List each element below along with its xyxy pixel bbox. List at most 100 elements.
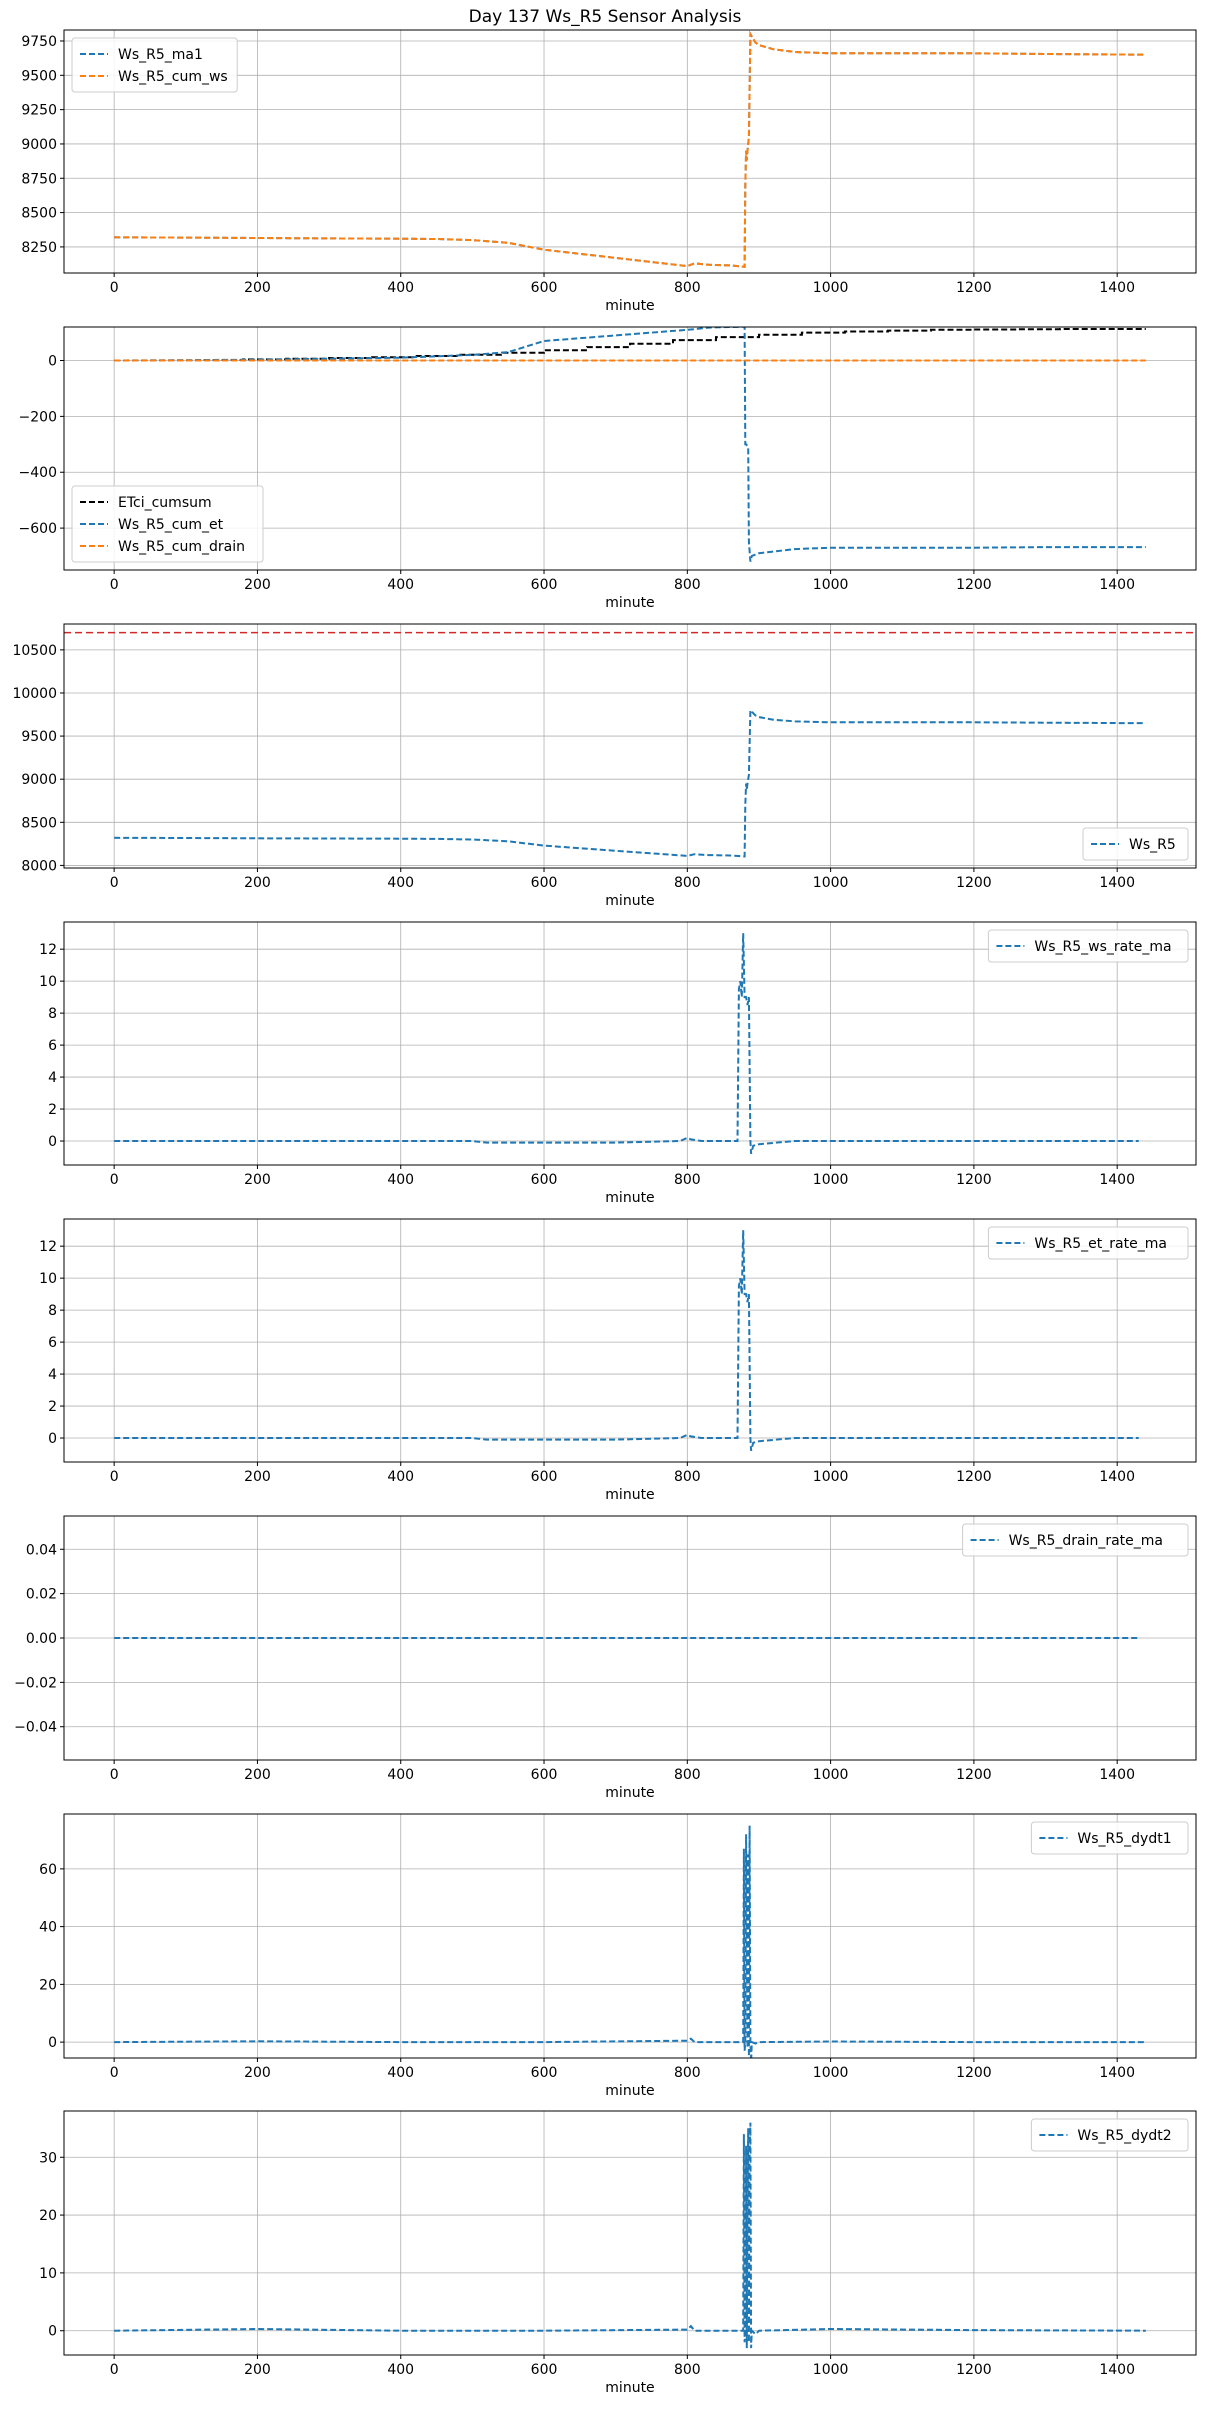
x-axis-label: minute	[605, 1785, 654, 1801]
y-tick-label: 9000	[21, 772, 57, 788]
legend-label: Ws_R5_ma1	[118, 47, 203, 63]
legend-label: Ws_R5_dydt2	[1077, 2128, 1171, 2144]
x-tick-label: 200	[244, 875, 271, 891]
series-line-Ws_R5_et_rate_ma	[114, 1230, 1139, 1452]
x-tick-label: 1200	[956, 577, 992, 593]
x-tick-label: 1000	[813, 2065, 849, 2081]
legend-box	[962, 1523, 1189, 1557]
subplot-2: 0 200 400 600 800 1000 1200 1400 −600 −400 −200 0 mi…	[19, 326, 1197, 611]
x-tick-label: 1400	[1099, 1172, 1135, 1188]
y-tick-label: 0.04	[26, 1542, 57, 1558]
x-tick-label: 1200	[956, 2362, 992, 2378]
y-tick-label: 10	[39, 974, 57, 990]
legend-box	[71, 37, 238, 93]
y-tick-label: 4	[48, 1367, 57, 1383]
x-tick-label: 1000	[813, 1172, 849, 1188]
y-tick-label: 6	[48, 1038, 57, 1054]
x-axis-label: minute	[605, 2380, 654, 2396]
axes-frame	[63, 29, 1197, 274]
x-tick-label: 800	[674, 280, 701, 296]
y-tick-label: 8250	[21, 240, 57, 256]
x-axis-label: minute	[605, 298, 654, 314]
subplot-5: 0 200 400 600 800 1000 1200 1400 0 2 4 6 8 10 12 minute…	[39, 1218, 1197, 1503]
y-tick-label: 0	[48, 2324, 57, 2340]
x-tick-label: 400	[387, 2362, 414, 2378]
legend-label: Ws_R5_et_rate_ma	[1034, 1236, 1167, 1252]
y-tick-label: 12	[39, 1239, 57, 1255]
x-tick-label: 200	[244, 1172, 271, 1188]
y-tick-label: 10000	[12, 686, 57, 702]
x-tick-label: 600	[531, 280, 558, 296]
x-tick-label: 1200	[956, 875, 992, 891]
y-tick-label: 8500	[21, 815, 57, 831]
x-axis-label: minute	[605, 2083, 654, 2099]
x-tick-label: 1000	[813, 280, 849, 296]
legend: Ws_R5_ma1 Ws_R5_cum_ws	[71, 37, 238, 93]
x-tick-label: 600	[531, 2362, 558, 2378]
x-tick-label: 600	[531, 1767, 558, 1783]
y-tick-label: 2	[48, 1102, 57, 1118]
y-tick-label: 10500	[12, 643, 57, 659]
legend-label: Ws_R5_cum_ws	[118, 69, 228, 85]
y-tick-label: 4	[48, 1070, 57, 1086]
y-tick-label: 2	[48, 1399, 57, 1415]
y-tick-label: 0.02	[26, 1587, 57, 1603]
x-tick-label: 600	[531, 875, 558, 891]
y-tick-label: 9250	[21, 103, 57, 119]
legend-label: Ws_R5_ws_rate_ma	[1034, 939, 1171, 955]
x-axis-label: minute	[605, 1487, 654, 1503]
series-line-Ws_R5_ma1	[114, 30, 1146, 268]
x-tick-label: 0	[110, 1172, 119, 1188]
x-tick-label: 0	[110, 1767, 119, 1783]
x-tick-label: 800	[674, 1767, 701, 1783]
x-axis-label: minute	[605, 1190, 654, 1206]
x-tick-label: 800	[674, 2362, 701, 2378]
subplot-1: 0 200 400 600 800 1000 1200 1400 8250 8500 8750 900…	[21, 29, 1197, 314]
y-tick-label: 0	[48, 1431, 57, 1447]
x-tick-label: 800	[674, 1469, 701, 1485]
y-tick-label: 20	[39, 1977, 57, 1993]
y-tick-label: 8	[48, 1006, 57, 1022]
series-line-Ws_R5_cum_ws	[114, 30, 1146, 268]
x-tick-label: 600	[531, 1469, 558, 1485]
x-tick-label: 1400	[1099, 2065, 1135, 2081]
subplot-8: 0 200 400 600 800 1000 1200 1400 0 10 20 30 minute Ws…	[39, 2110, 1197, 2396]
legend-box	[987, 929, 1189, 963]
y-tick-label: 9000	[21, 137, 57, 153]
x-tick-label: 200	[244, 577, 271, 593]
x-axis-label: minute	[605, 893, 654, 909]
y-tick-label: 10	[39, 1271, 57, 1287]
x-tick-label: 0	[110, 1469, 119, 1485]
legend: ETci_cumsum Ws_R5_cum_et Ws_R5_cum_drain	[71, 485, 264, 563]
axes-frame	[63, 1218, 1197, 1463]
x-tick-label: 400	[387, 1767, 414, 1783]
y-tick-label: −200	[19, 409, 57, 425]
x-tick-label: 0	[110, 577, 119, 593]
legend-box	[1082, 827, 1189, 861]
legend-label: Ws_R5_cum_et	[118, 517, 224, 533]
x-tick-label: 1000	[813, 875, 849, 891]
series-line-Ws_R5_cum_et	[114, 327, 1146, 562]
y-tick-label: 0.00	[26, 1631, 57, 1647]
legend: Ws_R5_dydt1	[1030, 1821, 1189, 1855]
legend: Ws_R5_ws_rate_ma	[987, 929, 1189, 963]
series-line-Ws_R5_dydt2	[114, 2122, 1146, 2349]
series-line-Ws_R5_dydt1	[114, 1825, 1146, 2058]
y-tick-label: −600	[19, 521, 57, 537]
figure-title: Day 137 Ws_R5 Sensor Analysis	[469, 7, 742, 27]
legend: Ws_R5_et_rate_ma	[987, 1226, 1189, 1260]
x-tick-label: 400	[387, 1469, 414, 1485]
x-axis-label: minute	[605, 595, 654, 611]
x-tick-label: 800	[674, 875, 701, 891]
x-tick-label: 1200	[956, 280, 992, 296]
legend-box	[1030, 1821, 1189, 1855]
y-tick-label: 30	[39, 2150, 57, 2166]
x-tick-label: 1400	[1099, 875, 1135, 891]
legend-label: ETci_cumsum	[118, 495, 212, 511]
x-tick-label: 1000	[813, 577, 849, 593]
y-tick-label: 0	[48, 354, 57, 370]
legend-box	[1030, 2118, 1189, 2152]
x-tick-label: 200	[244, 2065, 271, 2081]
y-tick-label: 8000	[21, 858, 57, 874]
